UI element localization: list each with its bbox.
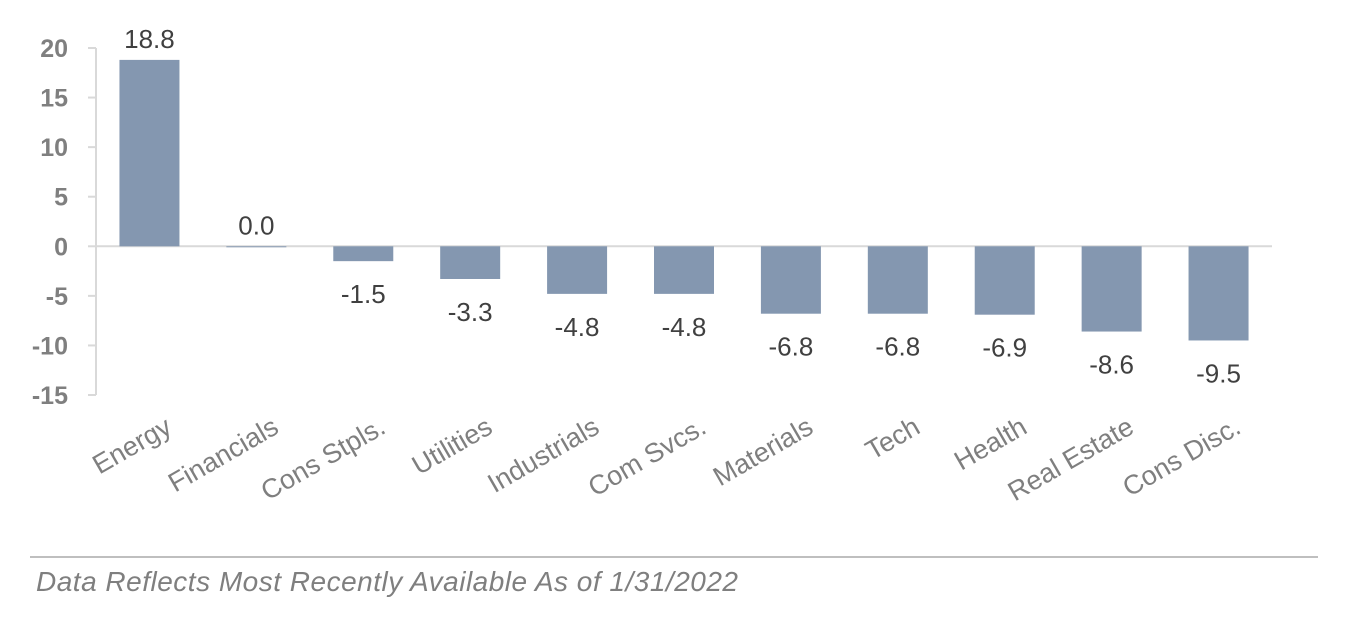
- data-label: -4.8: [662, 312, 707, 342]
- data-label: -4.8: [555, 312, 600, 342]
- bar-cons-disc: [1188, 246, 1249, 341]
- x-tick-label: Com Svcs.: [583, 411, 711, 502]
- bar-industrials: [547, 246, 608, 294]
- y-axis: 20 15 10 5 0 -5 -10 -15: [32, 35, 1272, 410]
- y-tick-label: 5: [54, 184, 68, 212]
- data-label: 18.8: [124, 24, 175, 54]
- y-tick-label: -15: [32, 382, 68, 410]
- bar-energy: [119, 59, 180, 247]
- bar-utilities: [440, 246, 501, 280]
- y-tick-label: -5: [46, 283, 68, 311]
- data-labels: 18.8 0.0 -1.5 -3.3 -4.8 -4.8 -6.8 -6.8 -6.9 -8.6 -…: [124, 24, 1241, 389]
- footnote: Data Reflects Most Recently Available As…: [36, 566, 739, 597]
- data-label: 0.0: [238, 210, 274, 240]
- x-tick-label: Utilities: [407, 411, 497, 480]
- y-tick-label: 0: [54, 233, 68, 261]
- data-label: -6.9: [982, 333, 1027, 363]
- bars: [119, 59, 1249, 341]
- x-tick-label: Health: [949, 411, 1032, 476]
- x-tick-label: Tech: [860, 411, 924, 466]
- y-tick-label: 10: [40, 134, 68, 162]
- data-label: -1.5: [341, 279, 386, 309]
- y-tick-label: 15: [40, 85, 68, 113]
- data-label: -9.5: [1196, 358, 1241, 388]
- x-tick-label: Energy: [87, 411, 177, 480]
- data-label: -8.6: [1089, 350, 1134, 380]
- bar-cons-stpls: [333, 246, 394, 262]
- bar-health: [974, 246, 1035, 315]
- data-label: -3.3: [448, 297, 493, 327]
- data-label: -6.8: [769, 332, 814, 362]
- bar-financials: [226, 246, 287, 248]
- x-tick-label: Industrials: [483, 411, 605, 499]
- bar-real-estate: [1081, 246, 1142, 332]
- data-label: -6.8: [875, 332, 920, 362]
- bar-com-svcs: [654, 246, 714, 294]
- y-tick-label: -10: [32, 332, 68, 360]
- bar-materials: [760, 246, 821, 314]
- bar-chart: 20 15 10 5 0 -5 -10 -15 18.8 0.0 -1.5 -3.3 -4.8 -4.8…: [30, 24, 1318, 558]
- x-tick-label: Cons Disc.: [1118, 411, 1246, 502]
- bar-tech: [867, 246, 928, 314]
- y-tick-label: 20: [40, 35, 68, 63]
- x-tick-label: Materials: [708, 411, 818, 492]
